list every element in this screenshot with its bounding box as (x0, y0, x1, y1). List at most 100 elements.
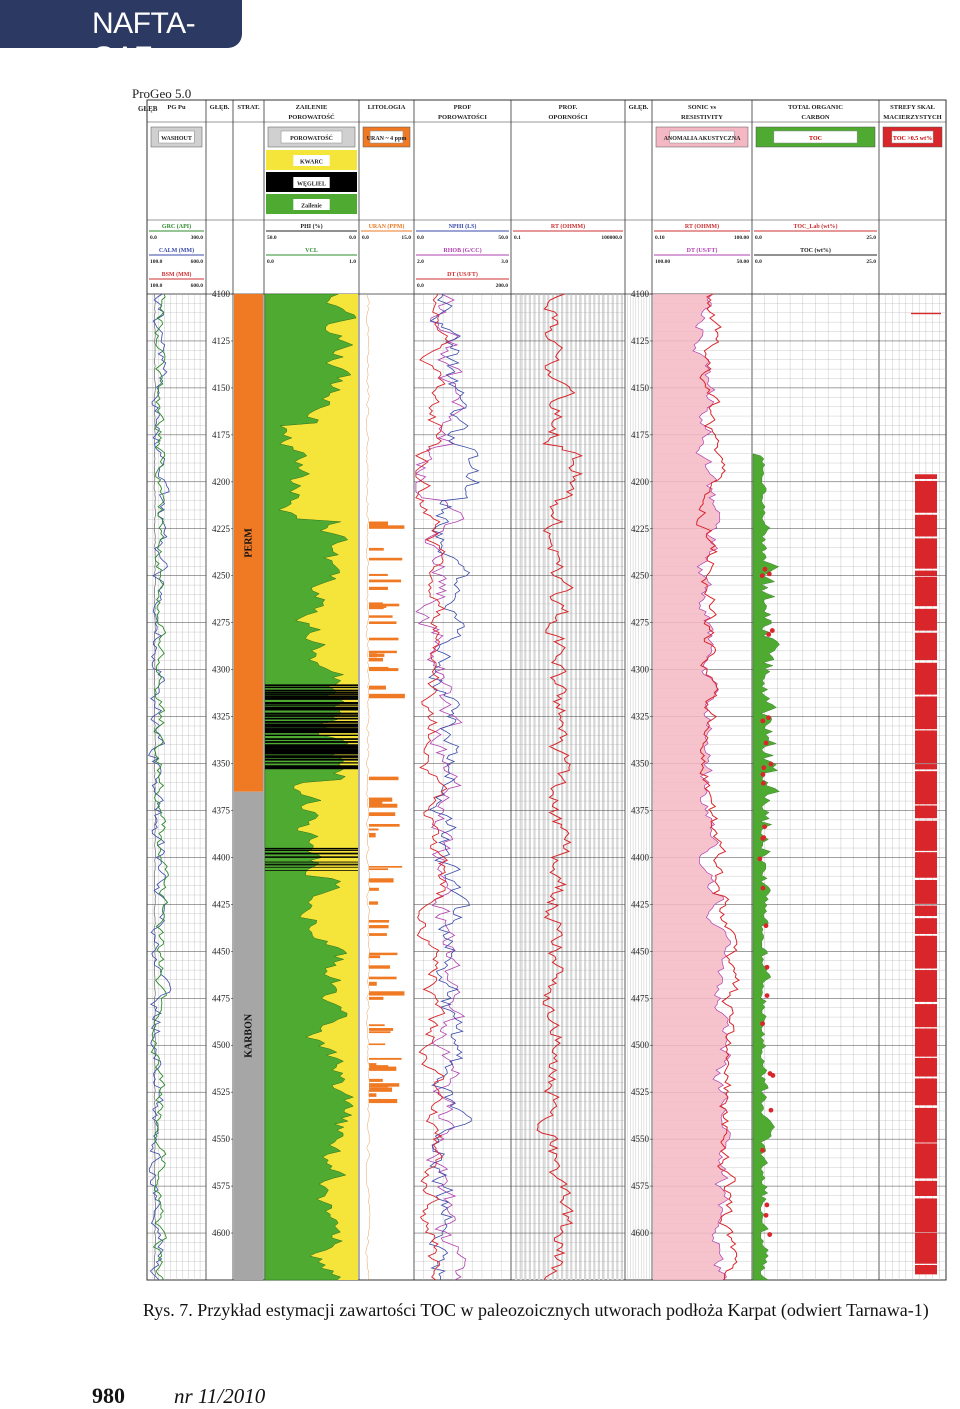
source-rock-zone (915, 730, 937, 764)
uranium-spike (369, 1028, 394, 1031)
uranium-spike (369, 901, 379, 905)
source-rock-zone (915, 1057, 937, 1077)
curve-scale-max: 3.0 (501, 259, 508, 265)
uranium-spike (369, 615, 393, 618)
source-rock-zone (915, 905, 937, 917)
column-title: POROWATOŚĆ (288, 113, 335, 121)
toc-lab-point (762, 824, 768, 830)
column-title: OPORNOŚCI (548, 113, 588, 121)
uranium-spike (369, 832, 376, 838)
toc-lab-point (764, 964, 770, 970)
toc-lab-point (767, 1232, 773, 1237)
log-grid-band (611, 294, 614, 1280)
uranium-spike (369, 955, 381, 959)
header-label-depth: GŁĘB (138, 105, 158, 113)
depth-label: 4275 (212, 618, 231, 628)
depth-label: 4200 (631, 477, 650, 487)
acoustic-anomaly-fill (653, 294, 731, 1280)
well-log-figure: GŁĘB PG Pu WASHOUT GŁĘB. STRAT. ZAILENIE POROW… (138, 99, 947, 1281)
source-rock-zone (915, 696, 937, 730)
curve-scale-max: 25.0 (866, 259, 876, 265)
uranium-spike (369, 812, 396, 817)
source-rock-zone (915, 570, 937, 576)
uranium-spike (369, 586, 388, 590)
curve-name: DT (US/FT) (447, 271, 478, 278)
uranium-spike (369, 1098, 398, 1104)
column-title: STRAT. (237, 104, 260, 111)
curve-name: TOC_Lab (wt%) (793, 223, 837, 230)
curve-name: RT (OHMM) (685, 223, 719, 230)
source-rock-zone (915, 1232, 937, 1264)
uranium-spike (369, 920, 390, 923)
source-rock-zone (915, 1143, 937, 1179)
uranium-spike (369, 976, 397, 980)
legend-label: ANOMALIA AKUSTYCZNA (664, 136, 742, 142)
column-title: GŁĘB. (629, 104, 649, 111)
toc-lab-point (769, 628, 775, 633)
uranium-spike (369, 1066, 397, 1071)
uranium-spike (369, 828, 379, 831)
uranium-spike (369, 1083, 400, 1087)
uranium-spike (369, 605, 387, 608)
curve-scale-min: 100.00 (655, 259, 670, 265)
curve-name: URAN (PPM) (369, 223, 405, 230)
uranium-spike (369, 693, 405, 699)
log-grid-band (584, 294, 587, 1280)
source-rock-zone (915, 480, 937, 513)
column-title: PROF. (559, 104, 578, 111)
source-rock-zone (915, 576, 937, 607)
toc-lab-point (763, 740, 769, 746)
depth-label: 4350 (631, 759, 650, 769)
log-grid-band (597, 294, 600, 1280)
log-grid-band (533, 294, 536, 1280)
depth-label: 4100 (212, 289, 231, 299)
depth-label: 4425 (631, 899, 650, 909)
uranium-spike (369, 1087, 393, 1092)
curve-scale-min: 0.0 (755, 235, 762, 241)
curve-name: DT (US/FT) (687, 247, 718, 254)
log-grid-band (515, 294, 518, 1280)
depth-label: 4375 (631, 805, 650, 815)
toc-lab-point (766, 571, 772, 577)
toc-lab-point (768, 761, 774, 767)
caliper-curve (148, 293, 172, 1281)
uranium-spike (369, 557, 403, 561)
curve-scale-max: 15.0 (401, 235, 411, 241)
depth-label: 4175 (212, 430, 231, 440)
uranium-spike (369, 1024, 385, 1027)
log-grid-band (588, 294, 591, 1280)
uranium-spike (369, 1093, 377, 1097)
depth-label: 4425 (212, 899, 231, 909)
uranium-spike (369, 547, 384, 551)
log-grid-band (542, 294, 545, 1280)
curve-name: NPHI (LS) (449, 223, 477, 230)
toc-lab-point (768, 1107, 774, 1113)
toc-lab-point (762, 566, 768, 572)
depth-label: 4350 (212, 759, 231, 769)
legend-label: WASHOUT (161, 136, 192, 142)
depth-label: 4575 (631, 1181, 650, 1191)
depth-label: 4150 (212, 383, 231, 393)
curve-scale-min: 0.10 (655, 235, 665, 241)
depth-label: 4325 (631, 712, 650, 722)
column-title: PROF (454, 104, 472, 111)
curve-scale-min: 0.0 (267, 259, 274, 265)
depth-label: 4550 (212, 1134, 231, 1144)
depth-label: 4325 (212, 712, 231, 722)
source-rock-zone (915, 538, 937, 569)
log-grid-band (547, 294, 550, 1280)
curve-scale-max: 100000.0 (601, 235, 622, 241)
uranium-spike (369, 621, 397, 625)
log-grid-band (607, 294, 610, 1280)
column-title: POROWATOŚCI (438, 113, 487, 121)
depth-label: 4400 (212, 852, 231, 862)
source-rock-zone (915, 918, 937, 934)
deep-resistivity-curve (696, 293, 740, 1281)
source-rock-zone (915, 805, 937, 819)
nphi-curve (428, 293, 481, 1281)
depth-label: 4550 (631, 1134, 650, 1144)
resistivity-curve (536, 293, 584, 1281)
source-rock-zone (915, 608, 937, 631)
depth-label: 4525 (212, 1087, 231, 1097)
depth-label: 4600 (212, 1228, 231, 1238)
